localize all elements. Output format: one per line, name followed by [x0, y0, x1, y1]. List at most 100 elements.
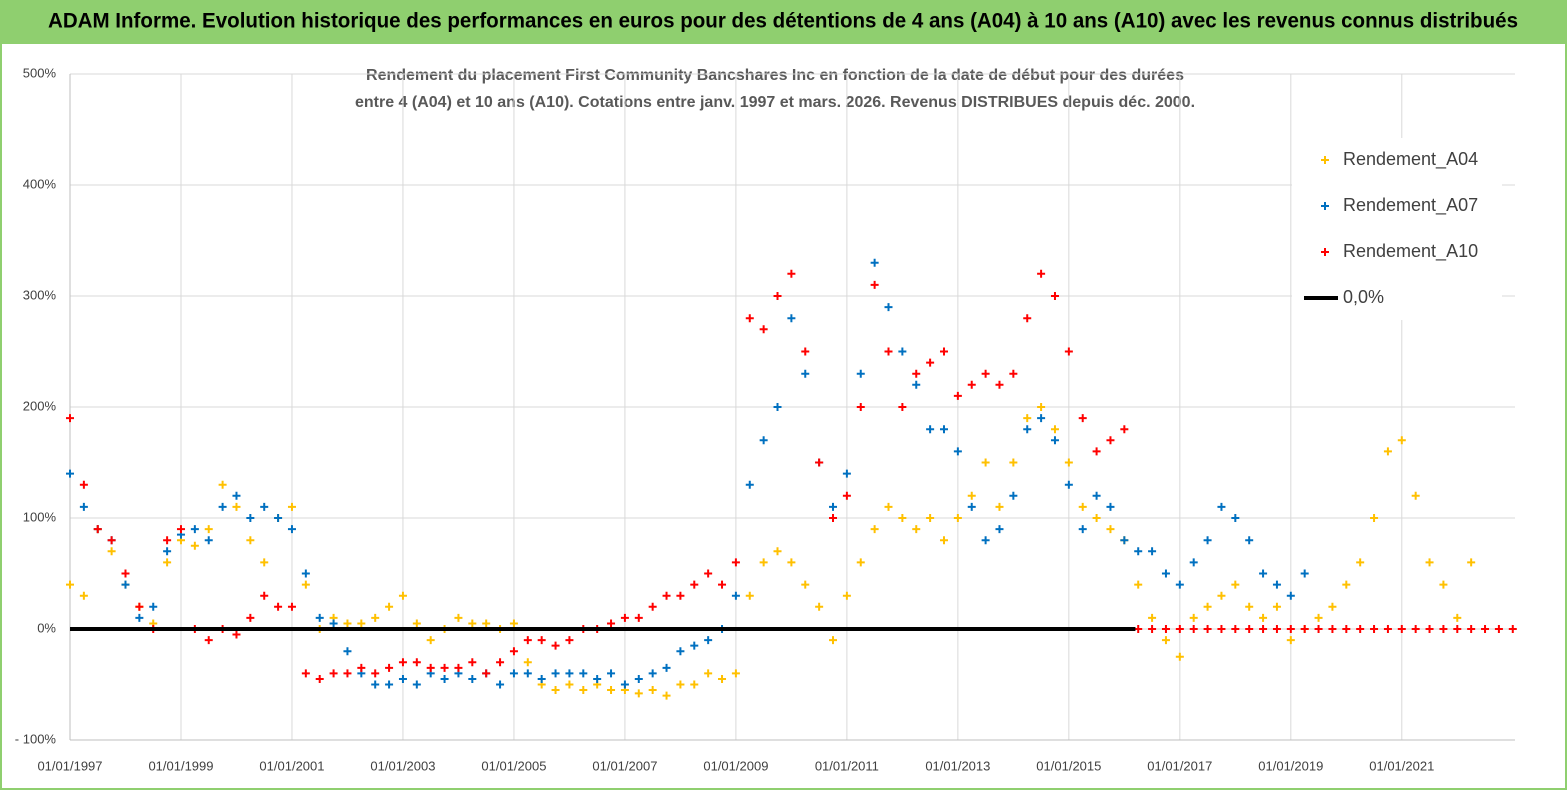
data-point — [1439, 580, 1448, 589]
data-point — [1370, 514, 1379, 522]
data-point — [593, 674, 602, 683]
x-tick-label: 01/01/2003 — [370, 758, 435, 773]
legend-label: 0,0% — [1343, 287, 1384, 307]
data-point — [607, 686, 616, 695]
x-tick-label: 01/01/1999 — [148, 758, 213, 773]
data-point — [107, 547, 116, 556]
data-point — [398, 658, 407, 667]
data-point — [981, 536, 990, 545]
x-tick-label: 01/01/1997 — [37, 758, 102, 773]
data-point — [315, 613, 324, 622]
y-tick-label: 400% — [23, 176, 57, 191]
data-point — [1092, 514, 1101, 522]
data-point — [759, 436, 768, 445]
page-title: ADAM Informe. Evolution historique des p… — [48, 10, 1518, 33]
data-point — [884, 347, 893, 356]
data-point — [301, 569, 310, 578]
data-point — [1064, 347, 1073, 356]
data-point — [718, 674, 727, 683]
data-point — [995, 502, 1004, 511]
data-point — [745, 591, 754, 600]
data-point — [1397, 625, 1406, 633]
data-point — [66, 580, 74, 589]
data-point — [1411, 625, 1420, 633]
data-point — [1425, 625, 1434, 633]
data-point — [163, 547, 172, 556]
data-point — [662, 691, 671, 700]
data-point — [551, 686, 560, 695]
data-point — [509, 619, 518, 628]
data-point — [1259, 625, 1268, 633]
data-point — [898, 403, 907, 411]
data-point — [926, 425, 935, 434]
data-point — [1106, 525, 1115, 534]
data-point — [204, 636, 213, 645]
data-point — [787, 558, 796, 567]
data-point — [718, 580, 727, 589]
data-point — [232, 491, 241, 500]
data-point — [995, 525, 1004, 534]
data-point — [1161, 625, 1170, 633]
legend-label: Rendement_A10 — [1343, 241, 1478, 262]
data-point — [232, 630, 241, 639]
data-point — [953, 447, 962, 456]
data-point — [1120, 536, 1129, 545]
data-point — [1356, 625, 1365, 633]
data-point — [1342, 625, 1351, 633]
data-point — [301, 580, 310, 589]
data-point — [468, 674, 477, 683]
data-point — [1286, 591, 1295, 600]
x-tick-label: 01/01/2007 — [592, 758, 657, 773]
data-point — [731, 591, 740, 600]
data-point — [1050, 292, 1059, 300]
data-point — [801, 347, 810, 356]
data-point — [287, 502, 296, 511]
data-point — [260, 591, 269, 600]
data-point — [426, 663, 435, 672]
data-point — [343, 619, 352, 628]
data-point — [1314, 625, 1323, 633]
data-point — [981, 458, 990, 467]
data-point — [953, 514, 962, 522]
data-point — [676, 680, 685, 689]
data-point — [1106, 436, 1115, 445]
data-point — [759, 558, 768, 567]
x-tick-label: 01/01/2009 — [703, 758, 768, 773]
data-point — [135, 613, 144, 622]
data-point — [1023, 414, 1032, 423]
data-point — [634, 689, 643, 698]
data-point — [1217, 502, 1226, 511]
data-point — [829, 502, 838, 511]
data-point — [537, 636, 546, 645]
data-point — [66, 414, 74, 423]
data-point — [620, 680, 629, 689]
data-point — [551, 669, 560, 678]
data-point — [412, 680, 421, 689]
data-point — [260, 502, 269, 511]
data-point — [1286, 636, 1295, 645]
data-point — [1037, 269, 1046, 278]
legend-label: Rendement_A07 — [1343, 195, 1478, 216]
data-point — [898, 514, 907, 522]
data-point — [731, 558, 740, 567]
data-point — [690, 580, 699, 589]
data-point — [648, 602, 657, 611]
data-point — [329, 619, 338, 628]
data-point — [870, 280, 879, 289]
data-point — [1508, 625, 1517, 633]
data-point — [1078, 525, 1087, 534]
data-point — [274, 602, 283, 611]
data-point — [371, 613, 380, 622]
series-0 — [66, 403, 1476, 700]
x-tick-label: 01/01/2001 — [259, 758, 324, 773]
y-tick-label: 500% — [23, 65, 57, 80]
data-point — [79, 480, 88, 489]
data-point — [523, 636, 532, 645]
data-point — [1272, 602, 1281, 611]
data-point — [676, 647, 685, 656]
data-point — [1134, 625, 1143, 633]
data-point — [1494, 625, 1503, 633]
data-point — [856, 558, 865, 567]
data-point — [620, 613, 629, 622]
